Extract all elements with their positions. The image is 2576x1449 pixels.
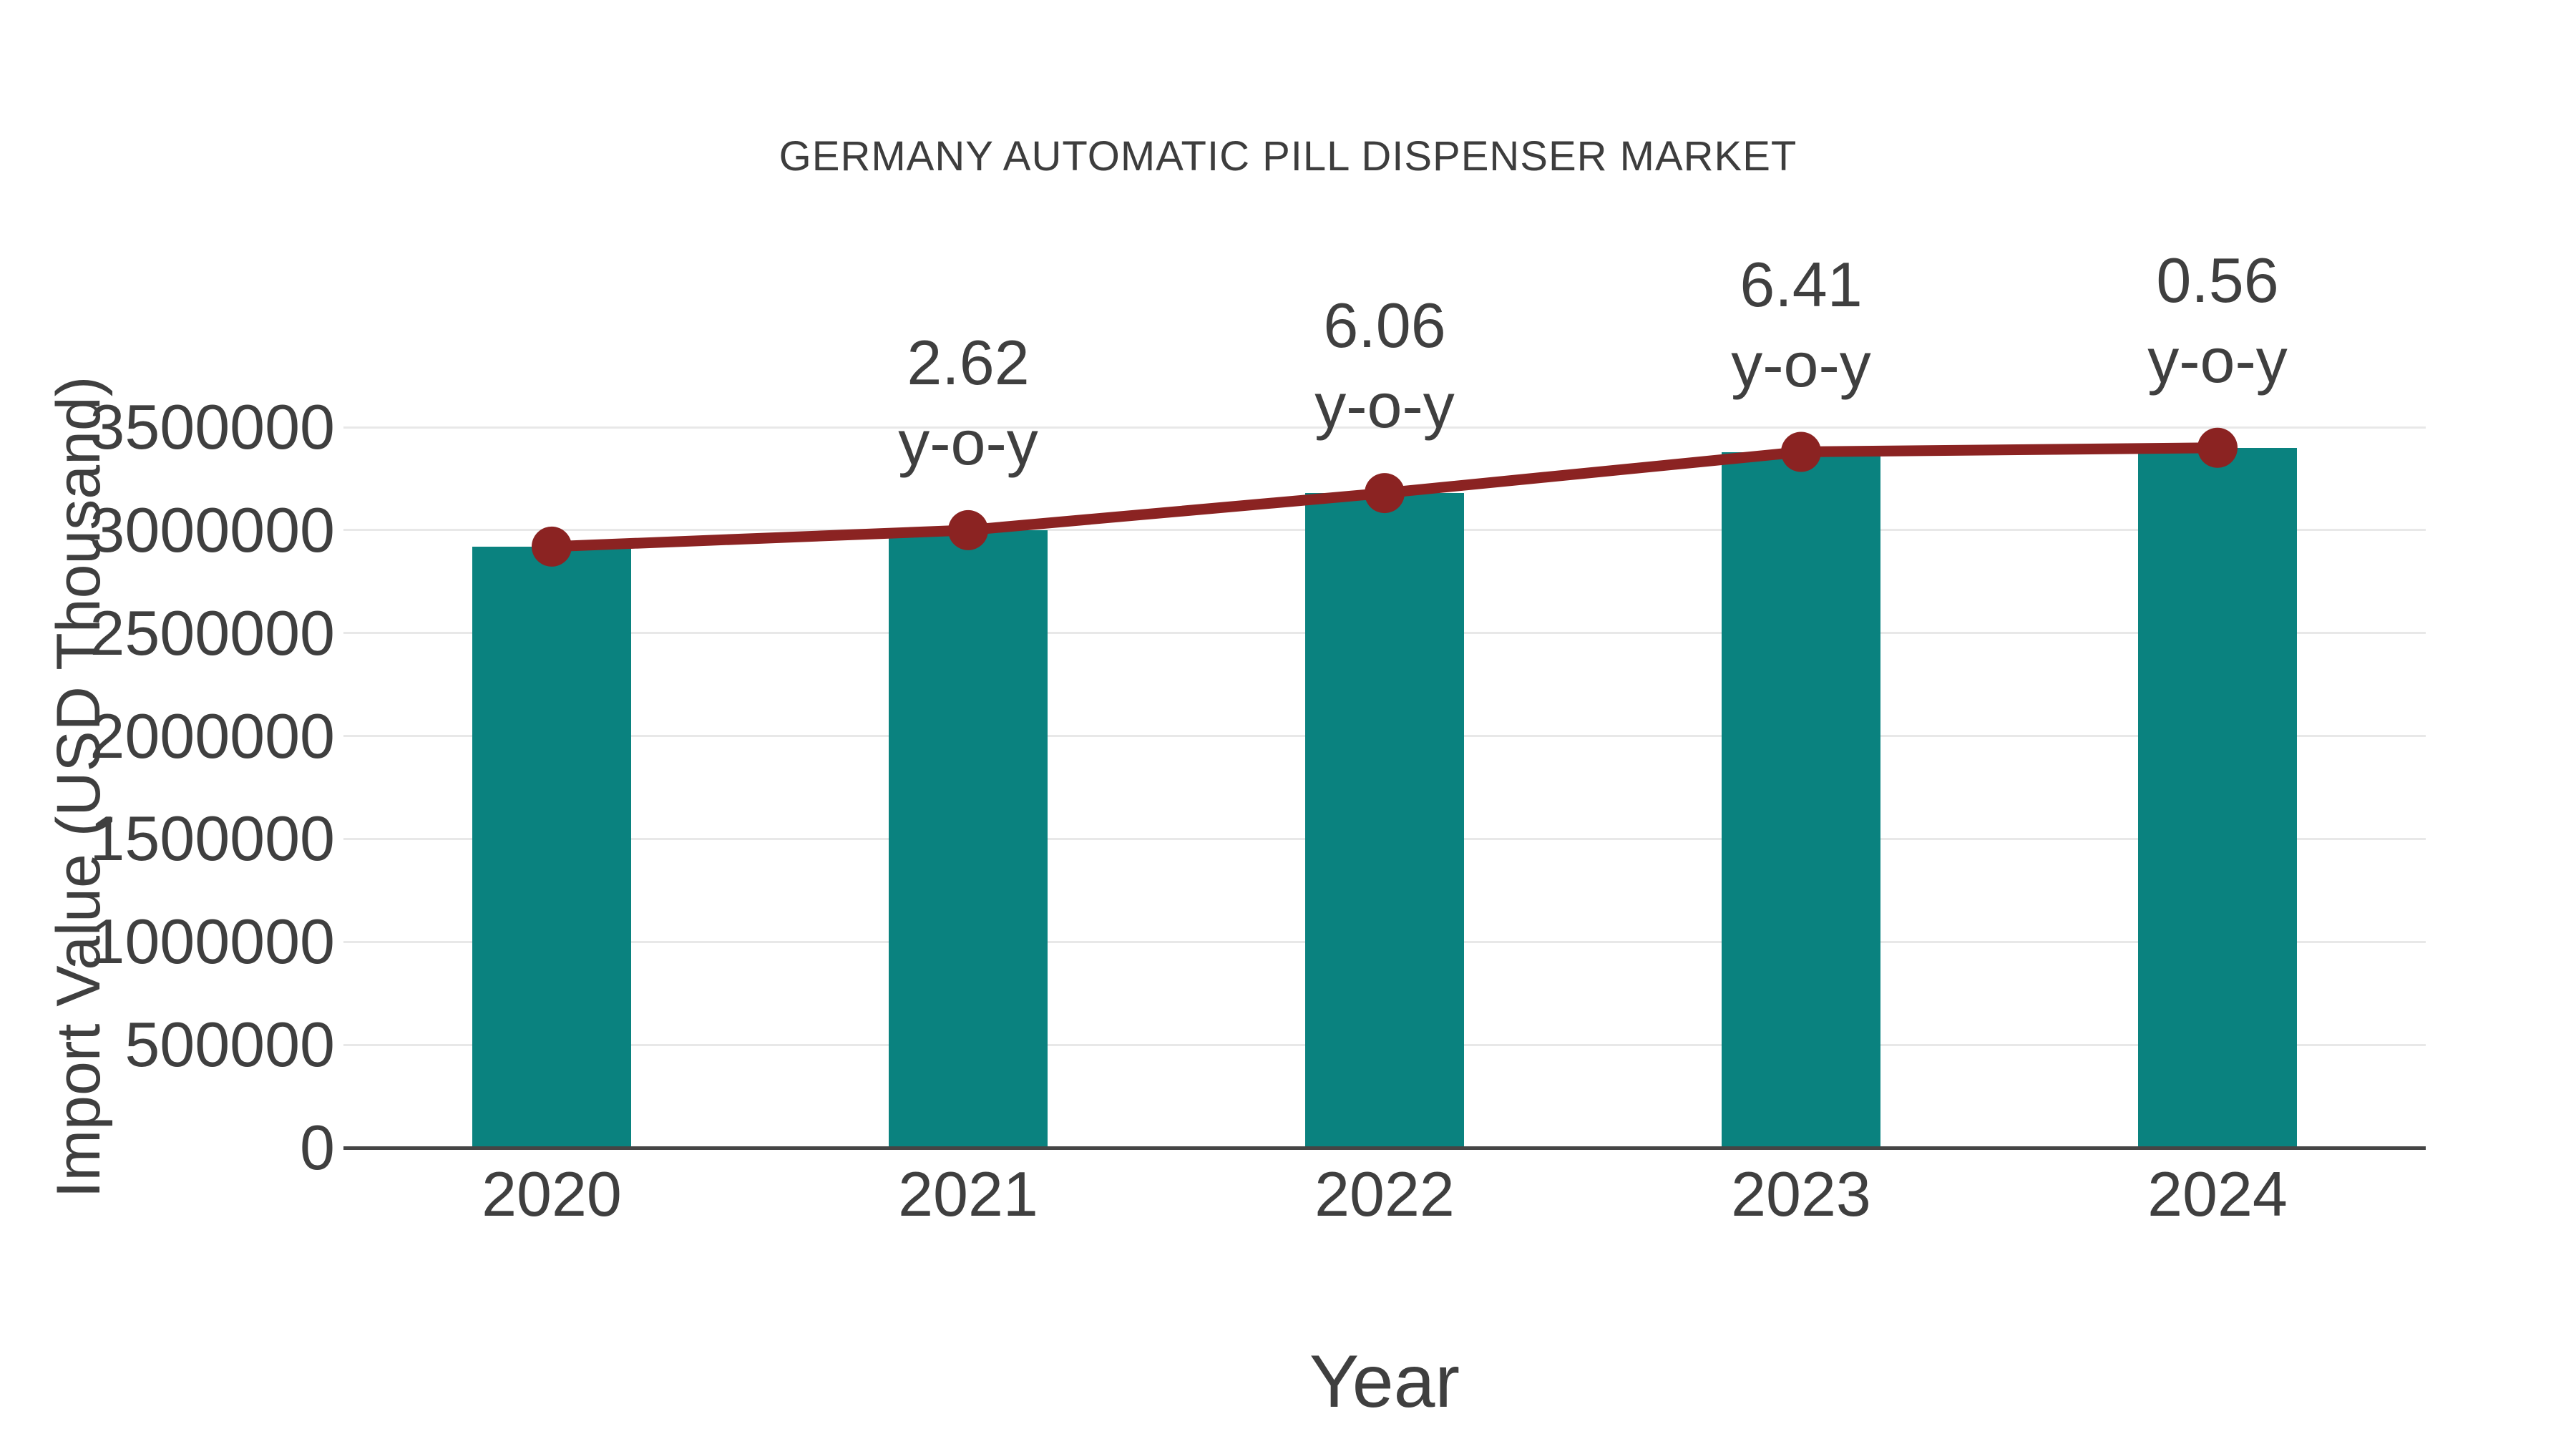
x-tick-label-2020: 2020 [482, 1158, 622, 1229]
x-tick-label-2022: 2022 [1314, 1158, 1455, 1229]
bar-2020 [472, 546, 631, 1148]
annotation-2021: 2.62 y-o-y [753, 323, 1183, 483]
annotation-2023: 6.41 y-o-y [1586, 245, 2016, 405]
y-tick-label-500000: 500000 [125, 1009, 335, 1080]
y-tick-label-3000000: 3000000 [89, 494, 335, 565]
gridline-3500000 [343, 426, 2426, 429]
annotation-suffix-2023: y-o-y [1731, 328, 1871, 400]
y-tick-label-2000000: 2000000 [89, 700, 335, 771]
bar-2023 [1722, 452, 1880, 1148]
bar-2022 [1305, 493, 1464, 1148]
annotation-suffix-2022: y-o-y [1314, 370, 1455, 441]
annotation-suffix-2024: y-o-y [2147, 324, 2288, 396]
y-tick-label-0: 0 [300, 1112, 335, 1183]
annotation-2022: 6.06 y-o-y [1170, 286, 1599, 446]
x-tick-label-2024: 2024 [2147, 1158, 2288, 1229]
bar-2024 [2138, 447, 2297, 1148]
annotation-value-2021: 2.62 [907, 326, 1030, 398]
annotation-value-2022: 6.06 [1323, 290, 1446, 361]
chart-title: GERMANY AUTOMATIC PILL DISPENSER MARKET [779, 133, 1797, 180]
x-tick-label-2023: 2023 [1731, 1158, 1871, 1229]
y-tick-label-3500000: 3500000 [89, 391, 335, 462]
y-tick-label-1000000: 1000000 [89, 906, 335, 977]
x-tick-label-2021: 2021 [898, 1158, 1038, 1229]
y-tick-label-2500000: 2500000 [89, 597, 335, 668]
x-axis-line [343, 1146, 2426, 1150]
annotation-suffix-2021: y-o-y [898, 406, 1038, 478]
annotation-2024: 0.56 y-o-y [2003, 240, 2432, 401]
y-tick-label-1500000: 1500000 [89, 803, 335, 874]
annotation-value-2024: 0.56 [2156, 244, 2279, 316]
bar-2021 [889, 530, 1048, 1148]
x-axis-title: Year [1309, 1340, 1460, 1423]
annotation-value-2023: 6.41 [1740, 248, 1863, 320]
